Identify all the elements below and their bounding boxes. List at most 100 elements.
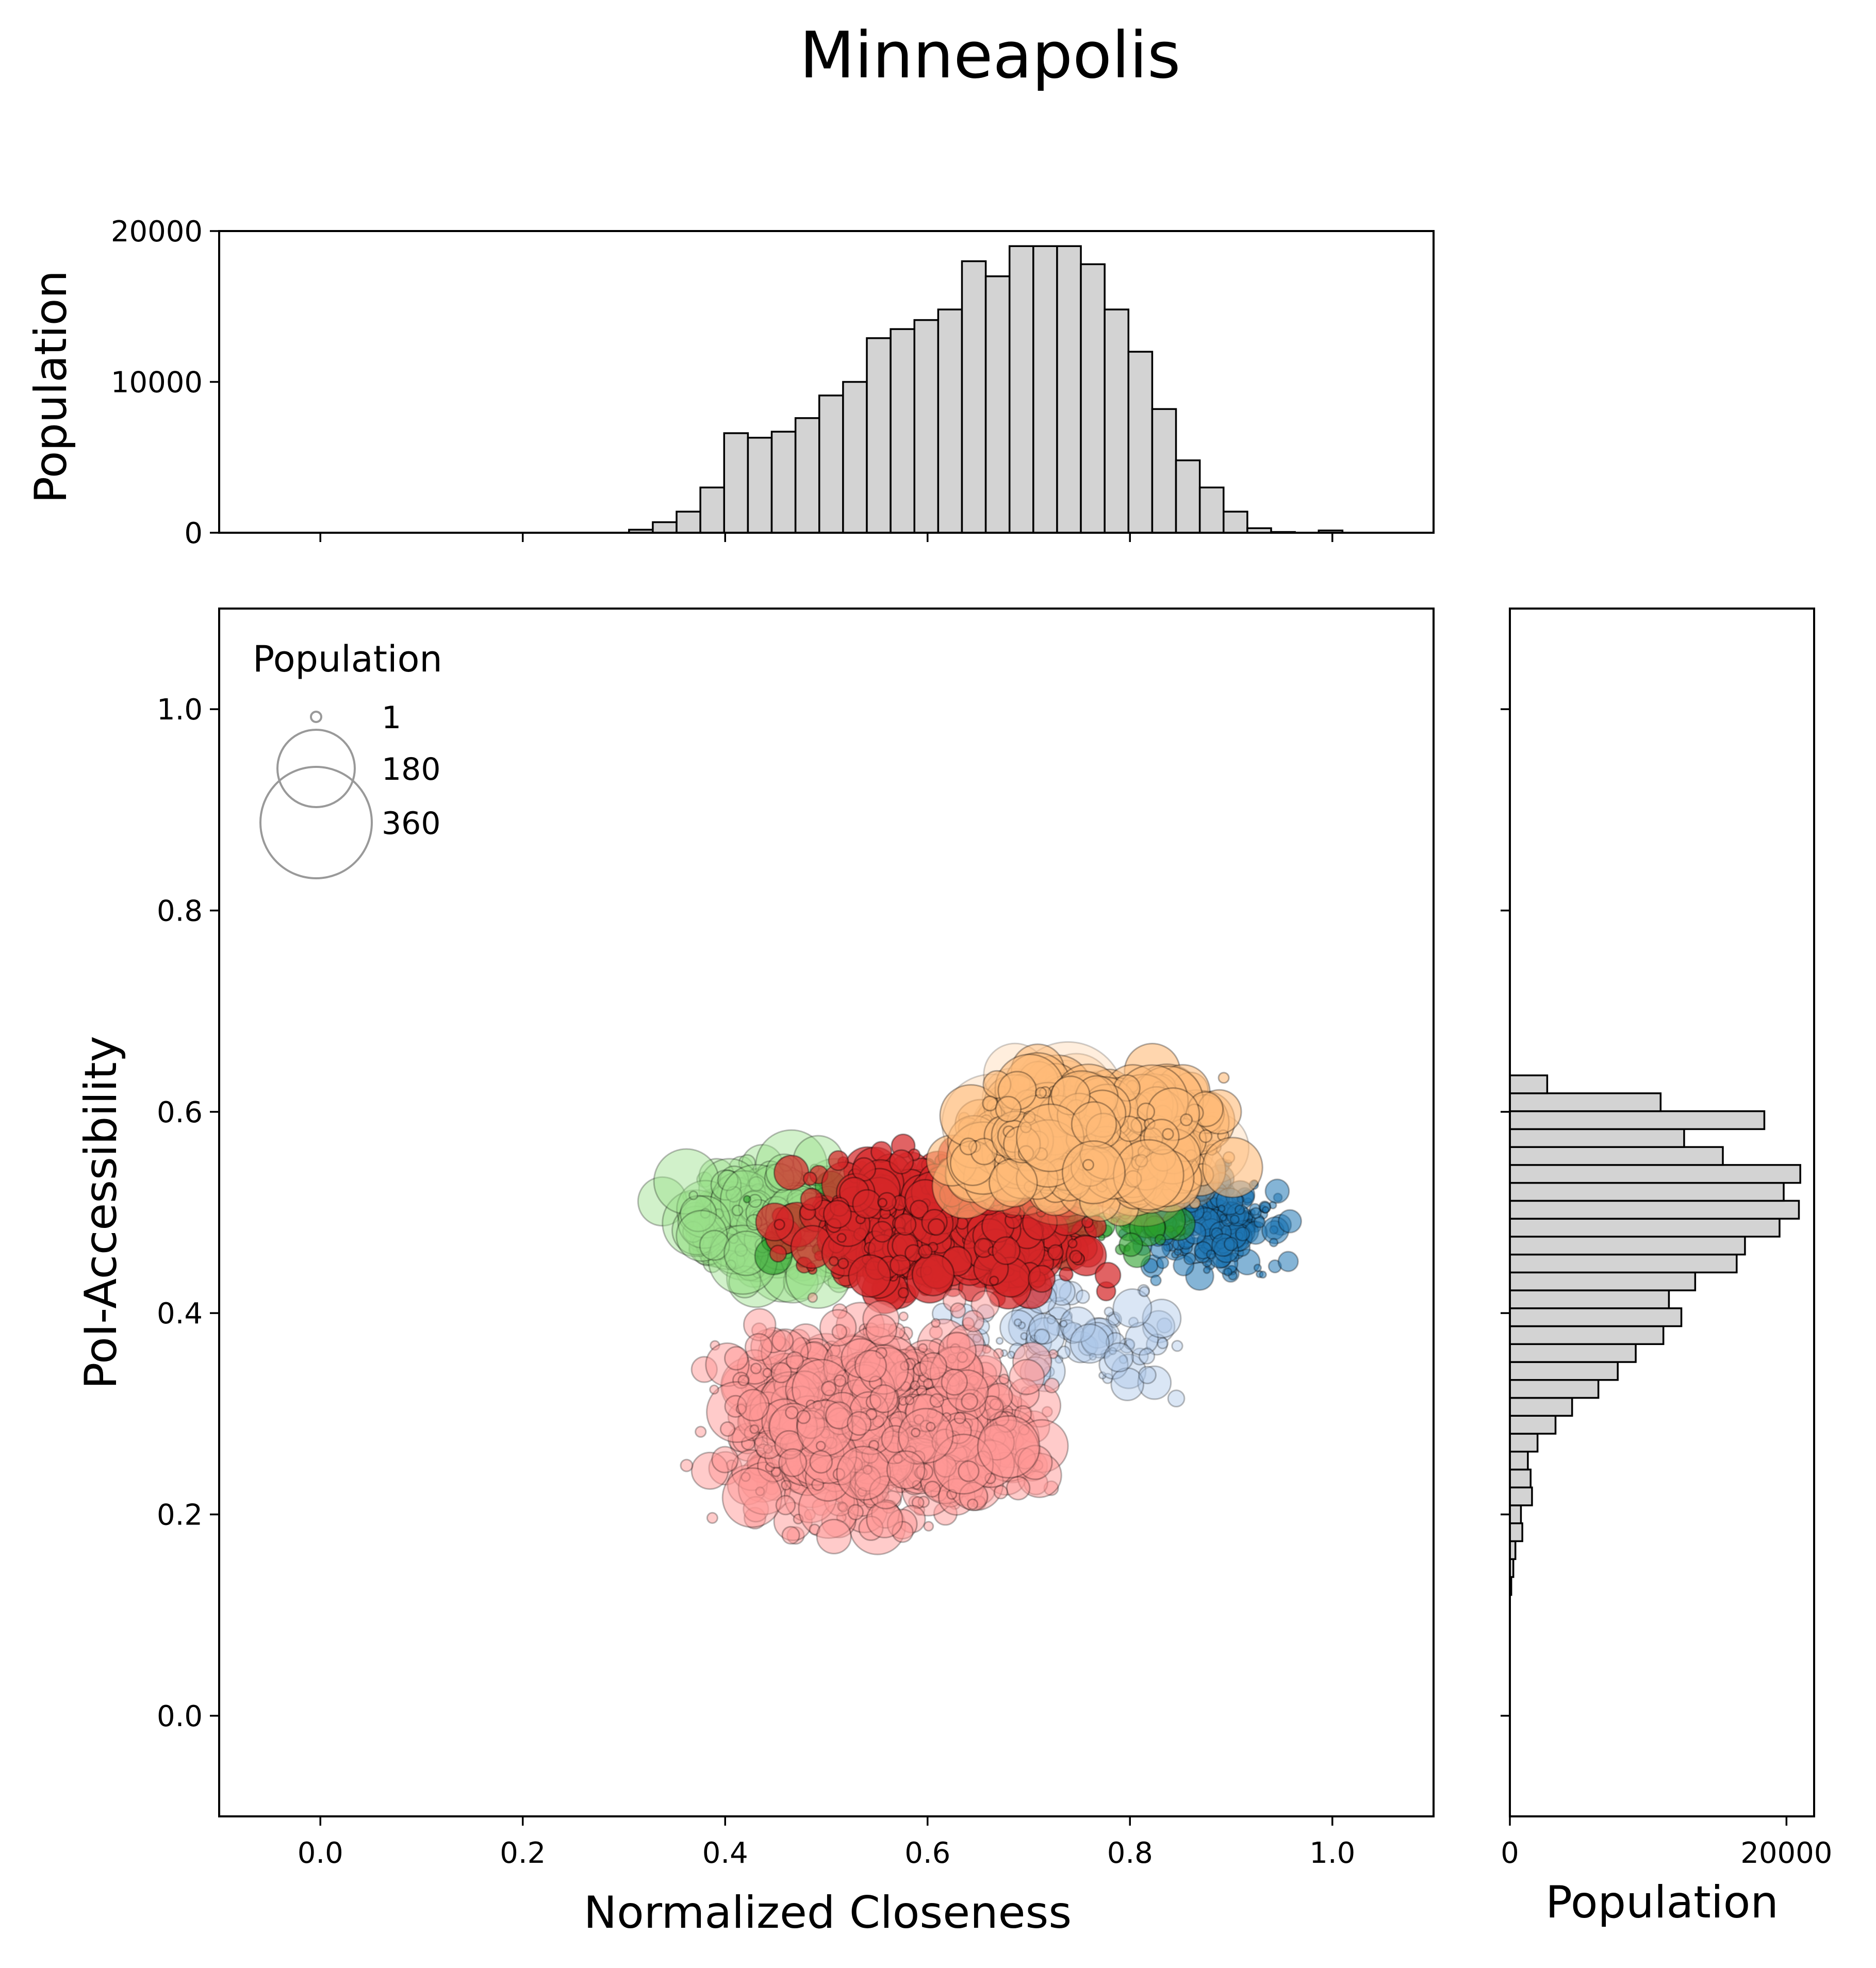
scatter-point — [719, 1421, 736, 1437]
scatter-point — [703, 1188, 733, 1218]
scatter-point — [671, 1205, 721, 1256]
scatter-point — [704, 1189, 716, 1201]
right-histogram-bar — [1509, 1361, 1619, 1381]
scatter-point — [745, 1210, 756, 1222]
right-histogram-bar — [1509, 1200, 1800, 1220]
scatter-point — [688, 1190, 699, 1201]
scatter-point — [1154, 1234, 1166, 1246]
scatter-ytick-label: 0.4 — [157, 1297, 203, 1331]
right-histogram-bar — [1509, 1486, 1533, 1506]
scatter-point — [700, 1208, 711, 1219]
scatter-point — [865, 1314, 898, 1346]
scatter-point — [888, 1149, 914, 1175]
scatter-point — [1269, 1238, 1279, 1248]
scatter-point — [748, 1176, 764, 1192]
scatter-point — [1080, 1317, 1122, 1359]
right-histogram-bar — [1509, 1415, 1557, 1435]
scatter-point — [1082, 1159, 1094, 1171]
scatter-point — [740, 1224, 751, 1235]
scatter-point — [821, 1381, 837, 1397]
top-histogram-bar — [1175, 459, 1201, 534]
scatter-point — [816, 1518, 852, 1555]
scatter-point — [1202, 1137, 1263, 1199]
top-histogram-bar — [937, 308, 963, 534]
scatter-point — [1229, 1214, 1240, 1225]
top-histogram-ytick-label: 20000 — [111, 215, 203, 249]
scatter-ytick-label: 0.8 — [157, 895, 203, 928]
scatter-point — [923, 1521, 934, 1532]
scatter-point — [717, 1177, 734, 1194]
scatter-point — [1089, 1353, 1097, 1361]
scatter-point — [1062, 1310, 1073, 1321]
right-histogram-bar — [1509, 1307, 1683, 1327]
scatter-point — [682, 1201, 708, 1227]
scatter-point — [725, 1259, 736, 1271]
scatter-point — [697, 1228, 736, 1268]
scatter-point — [1013, 1318, 1022, 1327]
scatter-point — [1055, 1355, 1064, 1364]
scatter-point — [783, 1191, 794, 1202]
scatter-point — [1064, 1331, 1097, 1364]
scatter-point — [774, 1219, 785, 1231]
scatter-point — [1105, 1332, 1126, 1352]
scatter-point — [1124, 1338, 1136, 1350]
scatter-point — [1277, 1209, 1303, 1234]
scatter-point — [1098, 1371, 1107, 1380]
scatter-point — [734, 1196, 747, 1209]
scatter-point — [750, 1183, 766, 1199]
scatter-point — [769, 1244, 787, 1263]
scatter-point — [910, 1380, 920, 1391]
scatter-point — [692, 1235, 705, 1248]
scatter-point — [696, 1243, 706, 1253]
scatter-point — [848, 1254, 892, 1298]
scatter-point — [653, 1148, 720, 1215]
scatter-point — [684, 1219, 695, 1229]
scatter-point — [1044, 1377, 1060, 1393]
scatter-point — [702, 1254, 722, 1273]
scatter-point — [1043, 1306, 1073, 1336]
scatter-point — [690, 1204, 744, 1258]
scatter-point — [1082, 1317, 1114, 1349]
scatter-point — [711, 1185, 738, 1212]
scatter-point — [836, 1233, 847, 1243]
scatter-point — [1156, 1256, 1170, 1269]
scatter-point — [737, 1188, 747, 1198]
scatter-point — [787, 1268, 799, 1280]
scatter-point — [1097, 1325, 1118, 1345]
top-histogram-bar — [818, 395, 844, 534]
scatter-point — [739, 1202, 750, 1212]
scatter-point — [1069, 1323, 1110, 1364]
scatter-point — [1180, 1113, 1193, 1126]
top-histogram-bar — [913, 319, 940, 534]
scatter-point — [731, 1199, 748, 1216]
right-histogram-bar — [1509, 1271, 1697, 1291]
right-histogram-bar — [1509, 1092, 1662, 1112]
scatter-point — [870, 1141, 893, 1163]
scatter-point — [1027, 1265, 1056, 1293]
scatter-point — [714, 1227, 725, 1238]
top-histogram-bar — [676, 511, 701, 534]
scatter-point — [993, 1485, 1008, 1500]
scatter-point — [807, 1292, 818, 1303]
scatter-point — [778, 1448, 808, 1478]
scatter-point — [999, 1309, 1036, 1347]
scatter-point — [1217, 1072, 1230, 1084]
scatter-point — [1128, 1317, 1139, 1327]
top-histogram — [628, 245, 1344, 534]
scatter-point — [1112, 1288, 1153, 1329]
scatter-point — [696, 1171, 713, 1188]
size-legend-label: 360 — [382, 806, 441, 842]
scatter-point — [738, 1207, 750, 1220]
scatter-point — [1075, 1289, 1090, 1304]
scatter-point — [1118, 1354, 1128, 1364]
scatter-xtick-label: 0.4 — [702, 1836, 748, 1870]
scatter-point — [1006, 1475, 1031, 1501]
right-histogram-bar — [1509, 1164, 1801, 1184]
scatter-point — [1139, 1286, 1150, 1298]
right-histogram-bar — [1509, 1433, 1539, 1453]
size-legend-title: Population — [253, 638, 442, 680]
scatter-point — [717, 1182, 762, 1227]
right-histogram-bar — [1509, 1522, 1523, 1543]
scatter-point — [822, 1200, 852, 1229]
scatter-point — [959, 1137, 978, 1156]
